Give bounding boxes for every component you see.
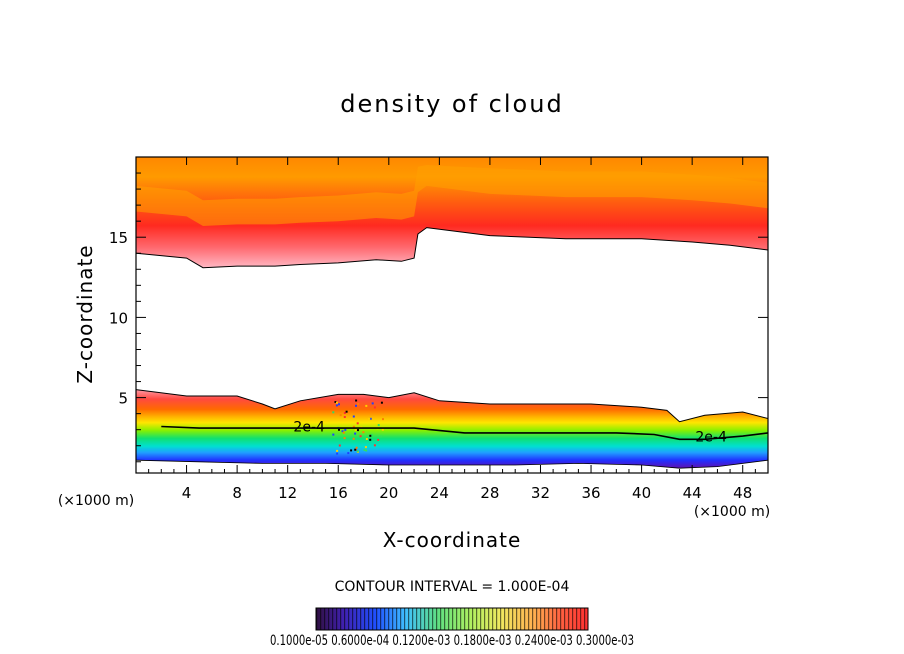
- speckle: [380, 435, 383, 438]
- speckle: [352, 437, 355, 440]
- speckle: [365, 404, 368, 407]
- speckle: [352, 425, 355, 428]
- speckle: [347, 452, 350, 455]
- y-tick-label: 15: [109, 229, 128, 247]
- speckle: [373, 444, 376, 447]
- speckle: [373, 406, 376, 409]
- contour-line-2e-4: [161, 425, 768, 441]
- x-tick-label: 8: [232, 484, 242, 502]
- contour-label-1: 2e-4: [695, 429, 727, 445]
- x-tick-label: 32: [531, 484, 550, 502]
- y-tick-label: 5: [118, 390, 128, 408]
- speckle: [355, 399, 358, 402]
- speckle: [332, 411, 335, 414]
- x-tick-label: 44: [683, 484, 702, 502]
- speckle: [336, 449, 339, 452]
- contour-labels: 2e-4 2e-4: [293, 420, 727, 446]
- speckle: [371, 434, 373, 436]
- speckle: [335, 404, 338, 407]
- speckle: [352, 415, 355, 418]
- colorbar-tick-labels: 0.1000e-05 0.6000e-04 0.1200e-03 0.1800e…: [270, 633, 634, 649]
- plot-area: [136, 157, 768, 469]
- speckle: [365, 449, 368, 452]
- speckle: [341, 430, 344, 433]
- lower-cloud-layer: [136, 389, 768, 469]
- speckle: [369, 417, 372, 420]
- x-tick-label: 4: [182, 484, 192, 502]
- speckle: [333, 435, 336, 438]
- speckle: [355, 404, 357, 407]
- chart-title: density of cloud: [340, 90, 563, 118]
- speckle: [342, 431, 345, 434]
- x-axis-ticks: 4 8 12 16 20 24 28 32 36 40 44 48: [148, 157, 756, 502]
- speckle: [377, 424, 380, 427]
- speckle: [344, 428, 347, 431]
- x-tick-label: 40: [632, 484, 651, 502]
- speckle: [357, 402, 360, 405]
- y-axis-label: Z-coordinate: [73, 244, 97, 383]
- speckle: [343, 437, 346, 440]
- speckle: [354, 429, 357, 432]
- speckle: [356, 422, 359, 425]
- colorbar: 0.1000e-05 0.6000e-04 0.1200e-03 0.1800e…: [270, 607, 634, 649]
- x-tick-label: 24: [430, 484, 449, 502]
- speckle: [343, 416, 346, 418]
- speckle: [382, 418, 384, 421]
- x-tick-label: 36: [581, 484, 600, 502]
- speckle: [338, 403, 340, 406]
- speckle: [368, 417, 371, 420]
- colorbar-frame: [315, 607, 589, 631]
- speckle: [362, 431, 365, 434]
- speckle: [364, 446, 367, 449]
- contour-label-0: 2e-4: [293, 420, 325, 436]
- speckle: [338, 428, 340, 431]
- x-tick-label: 20: [379, 484, 398, 502]
- speckle: [343, 412, 346, 414]
- speckle: [335, 401, 338, 404]
- contour-interval-label: CONTOUR INTERVAL = 1.000E-04: [335, 579, 570, 595]
- speckle: [339, 414, 342, 417]
- upper-cloud-base-contour: [136, 227, 768, 269]
- speckle: [365, 438, 368, 440]
- speckle: [354, 432, 357, 435]
- y-axis-ticks: 5 10 15: [109, 172, 768, 463]
- colorbar-stripes: [316, 608, 588, 630]
- convective-speckles: [332, 399, 384, 455]
- speckle: [369, 434, 372, 437]
- speckle: [371, 402, 374, 405]
- speckle: [336, 452, 339, 455]
- speckle: [359, 435, 362, 438]
- speckle: [377, 438, 380, 441]
- speckle: [357, 429, 359, 432]
- x-tick-label: 12: [278, 484, 297, 502]
- speckle: [350, 449, 353, 452]
- lower-cloud-top-contour: [136, 389, 768, 423]
- speckle: [338, 444, 341, 447]
- speckle: [356, 450, 359, 453]
- speckle: [355, 446, 358, 449]
- speckle: [345, 410, 348, 413]
- y-unit-label: (×1000 m): [58, 493, 134, 509]
- x-tick-label: 28: [480, 484, 499, 502]
- x-tick-label: 16: [329, 484, 348, 502]
- speckle: [363, 448, 366, 451]
- x-tick-label: 48: [733, 484, 752, 502]
- speckle: [380, 401, 383, 404]
- upper-cloud-core: [136, 165, 768, 226]
- lower-cloud-base-contour: [136, 459, 768, 469]
- speckle: [334, 401, 337, 403]
- speckle: [381, 428, 384, 431]
- x-axis-label: X-coordinate: [383, 528, 522, 552]
- y-tick-label: 10: [109, 309, 128, 327]
- speckle: [369, 438, 372, 441]
- speckle: [354, 448, 357, 451]
- x-unit-label: (×1000 m): [694, 504, 770, 520]
- speckle: [332, 433, 335, 436]
